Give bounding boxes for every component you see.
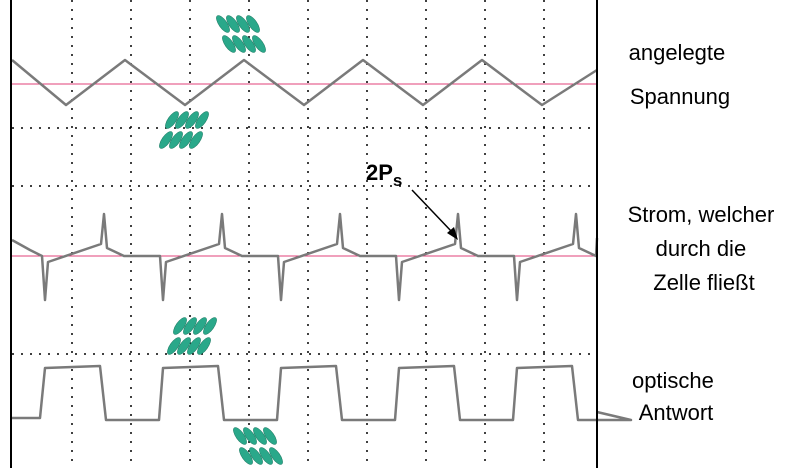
annotation: 2Ps — [366, 160, 402, 190]
voltage-label: angelegte Spannung — [629, 40, 732, 109]
current-label: Strom, welcher durch die Zelle fließt — [628, 202, 781, 295]
optical-trace — [12, 366, 631, 420]
optical-label: optische Antwort — [632, 368, 720, 425]
diagram: 2Ps angelegte Spannung Strom, welcher du… — [0, 0, 810, 468]
arrow — [412, 190, 452, 232]
current-trace — [12, 214, 597, 300]
voltage-trace — [12, 60, 597, 105]
grid — [12, 0, 596, 468]
